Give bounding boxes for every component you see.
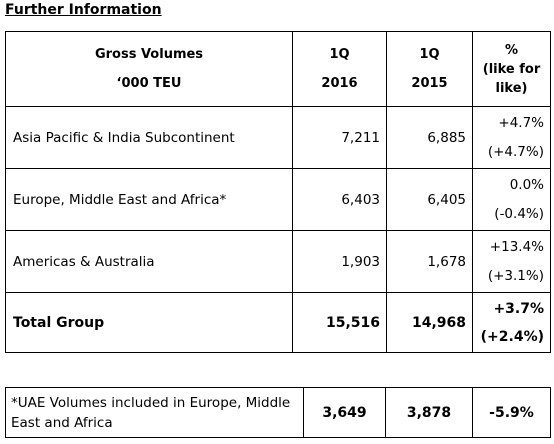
row-pct-change: 0.0% — [509, 177, 544, 193]
table-row: Europe, Middle East and Africa* 6,403 6,… — [5, 168, 551, 231]
header-row: Gross Volumes ‘000 TEU 1Q 2016 1Q 2015 %… — [5, 31, 551, 107]
total-value-2015: 14,968 — [386, 292, 473, 353]
row-pct-cell: 0.0% (-0.4%) — [472, 168, 551, 231]
header-2015-quarter: 1Q — [419, 47, 440, 62]
row-like-for-like: (+4.7%) — [487, 144, 544, 160]
row-like-for-like: (-0.4%) — [494, 206, 544, 222]
row-value-2016: 1,903 — [292, 230, 387, 293]
row-pct-cell: +13.4% (+3.1%) — [472, 230, 551, 293]
header-2015-cell: 1Q 2015 — [386, 31, 473, 107]
header-pct-symbol: % — [504, 42, 519, 58]
row-value-2016: 6,403 — [292, 168, 387, 231]
header-2016-year: 2016 — [321, 76, 358, 91]
header-pct-cell: % (like for like) — [472, 31, 551, 107]
table-row: Asia Pacific & India Subcontinent 7,211 … — [5, 106, 551, 169]
header-2016-quarter: 1Q — [329, 47, 350, 62]
footnote-value-2015: 3,878 — [385, 387, 473, 438]
row-label: Asia Pacific & India Subcontinent — [5, 106, 293, 169]
header-2015-year: 2015 — [411, 76, 448, 91]
row-value-2015: 6,405 — [386, 168, 473, 231]
row-label: Americas & Australia — [5, 230, 293, 293]
section-heading: Further Information — [5, 2, 162, 18]
gross-volumes-table: Gross Volumes ‘000 TEU 1Q 2016 1Q 2015 %… — [5, 31, 551, 353]
row-value-2015: 6,885 — [386, 106, 473, 169]
row-pct-cell: +4.7% (+4.7%) — [472, 106, 551, 169]
row-value-2015: 1,678 — [386, 230, 473, 293]
row-pct-change: +4.7% — [498, 115, 544, 131]
header-like: like) — [495, 80, 528, 96]
header-2016-cell: 1Q 2016 — [292, 31, 387, 107]
header-label-cell: Gross Volumes ‘000 TEU — [5, 31, 293, 107]
total-pct-cell: +3.7% (+2.4%) — [472, 292, 551, 353]
footnote-row: *UAE Volumes included in Europe, Middle … — [5, 387, 551, 438]
row-like-for-like: (+3.1%) — [487, 268, 544, 284]
footnote-label-line1: *UAE Volumes included in Europe, Middle — [11, 394, 291, 411]
header-gross-volumes: Gross Volumes — [94, 47, 204, 62]
row-label: Europe, Middle East and Africa* — [5, 168, 293, 231]
total-row: Total Group 15,516 14,968 +3.7% (+2.4%) — [5, 292, 551, 353]
uae-footnote-table: *UAE Volumes included in Europe, Middle … — [5, 387, 551, 438]
row-value-2016: 7,211 — [292, 106, 387, 169]
row-pct-change: +13.4% — [489, 239, 544, 255]
footnote-label-line2: East and Africa — [11, 414, 113, 431]
footnote-pct-change: -5.9% — [472, 387, 551, 438]
total-pct-change: +3.7% — [493, 300, 544, 317]
total-label: Total Group — [5, 292, 293, 353]
total-value-2016: 15,516 — [292, 292, 387, 353]
total-like-for-like: (+2.4%) — [480, 328, 544, 345]
header-unit: ‘000 TEU — [116, 76, 182, 91]
table-row: Americas & Australia 1,903 1,678 +13.4% … — [5, 230, 551, 293]
footnote-label: *UAE Volumes included in Europe, Middle … — [5, 387, 304, 438]
footnote-value-2016: 3,649 — [303, 387, 386, 438]
header-like-for: (like for — [482, 61, 541, 77]
